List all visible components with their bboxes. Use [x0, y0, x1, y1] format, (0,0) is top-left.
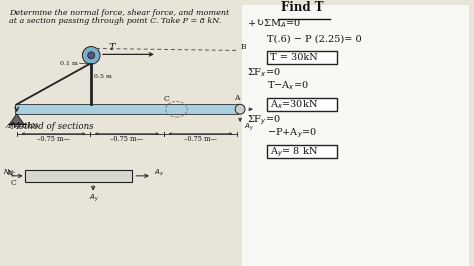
Text: –0.75 m—: –0.75 m— — [110, 135, 144, 143]
Text: A: A — [234, 94, 240, 102]
Text: P = 8kN: P = 8kN — [7, 122, 38, 130]
Polygon shape — [10, 114, 24, 124]
Text: +↻ΣM$_A$=0: +↻ΣM$_A$=0 — [247, 17, 301, 30]
Bar — [266, 51, 337, 64]
Text: $N_C$: $N_C$ — [7, 169, 17, 179]
Bar — [15, 104, 238, 114]
Text: B: B — [240, 43, 246, 51]
Text: ΣF$_y$=0: ΣF$_y$=0 — [247, 113, 281, 127]
Text: 0.5 m: 0.5 m — [94, 74, 112, 79]
Text: T(.6) − P (2.25)= 0: T(.6) − P (2.25)= 0 — [266, 35, 361, 44]
Text: $A_y$: $A_y$ — [89, 192, 100, 203]
Text: Find T: Find T — [281, 1, 324, 14]
Bar — [266, 146, 337, 158]
Text: –0.75 m—: –0.75 m— — [37, 135, 70, 143]
Text: −P+A$_y$=0: −P+A$_y$=0 — [266, 127, 317, 140]
Text: –0.75 m—: –0.75 m— — [184, 135, 217, 143]
Circle shape — [82, 47, 100, 64]
Text: 0.1 m: 0.1 m — [60, 61, 78, 66]
Text: Determine the normal force, shear force, and moment: Determine the normal force, shear force,… — [9, 9, 229, 17]
Text: $A_x$: $A_x$ — [154, 168, 164, 178]
Circle shape — [235, 104, 245, 114]
Text: T: T — [109, 43, 115, 52]
Bar — [242, 5, 469, 266]
Text: $A_y$: $A_y$ — [244, 122, 254, 133]
Text: C: C — [11, 179, 17, 187]
Bar — [25, 170, 132, 182]
Text: A$_y$= 8 kN: A$_y$= 8 kN — [271, 146, 319, 159]
Text: C: C — [164, 95, 169, 103]
Text: at a section passing through point C. Take P = 8 kN.: at a section passing through point C. Ta… — [9, 17, 221, 25]
Text: T−A$_x$=0: T−A$_x$=0 — [266, 80, 309, 93]
Text: T = 30kN: T = 30kN — [271, 53, 318, 62]
Bar — [266, 98, 337, 111]
Text: ΣF$_x$=0: ΣF$_x$=0 — [247, 66, 281, 79]
Text: A$_x$=30kN: A$_x$=30kN — [271, 98, 319, 111]
Text: Method of sections: Method of sections — [10, 122, 93, 131]
Circle shape — [88, 52, 95, 59]
Text: $N_C$: $N_C$ — [3, 168, 14, 178]
